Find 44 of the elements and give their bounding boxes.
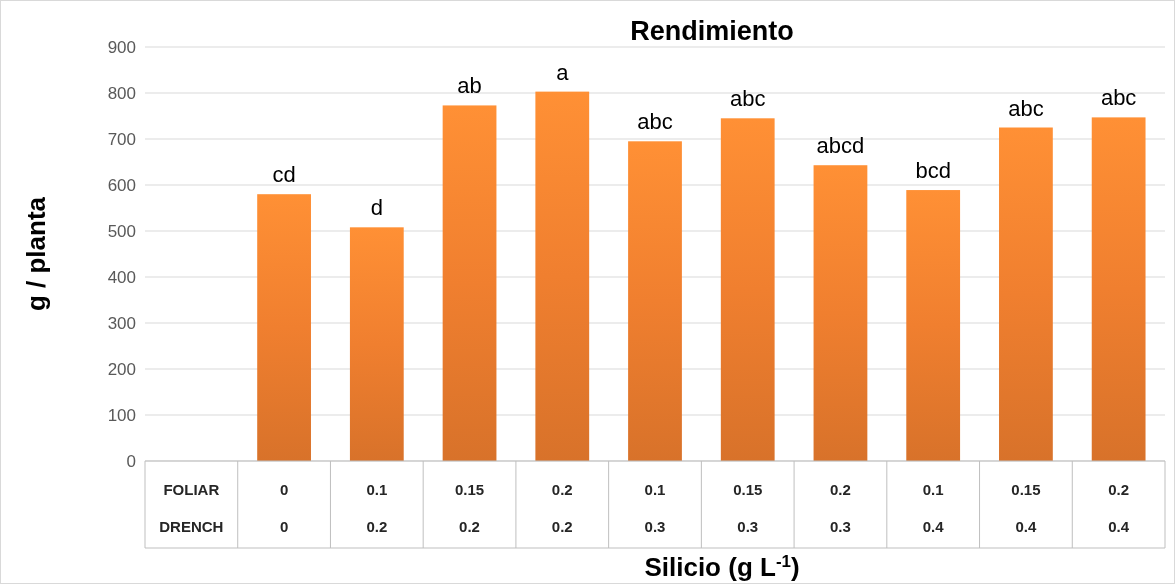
category-label: 0.15 0.2 bbox=[454, 480, 485, 536]
data-label: a bbox=[556, 59, 570, 85]
bar bbox=[442, 105, 497, 461]
bar bbox=[257, 194, 311, 461]
y-tick-label: 300 bbox=[107, 313, 136, 333]
data-label: abc bbox=[1008, 95, 1044, 121]
x-axis-title: Silicio (g L$^{-1}$) bbox=[644, 551, 800, 582]
y-tick-label: 700 bbox=[107, 129, 136, 149]
category-label: 0.2 0.2 bbox=[551, 480, 573, 536]
data-label: cd bbox=[272, 162, 296, 188]
bar bbox=[628, 141, 682, 461]
category-label: 0.1 0.3 bbox=[644, 480, 666, 536]
category-label: 0.1 0.2 bbox=[366, 480, 388, 536]
bar bbox=[720, 118, 775, 461]
data-label: abc bbox=[1100, 85, 1137, 111]
category-label: 0.1 0.4 bbox=[922, 480, 944, 536]
data-label: abcd bbox=[816, 133, 865, 159]
category-label: 0.15 0.3 bbox=[733, 480, 763, 536]
y-tick-label: 800 bbox=[107, 83, 136, 103]
y-tick-label: 200 bbox=[107, 359, 136, 379]
y-tick-label: 900 bbox=[107, 37, 136, 57]
y-tick-label: 0 bbox=[126, 451, 136, 471]
chart-title: Rendimiento bbox=[630, 16, 794, 46]
y-tick-label: 600 bbox=[107, 175, 136, 195]
bar bbox=[999, 127, 1053, 461]
category-label: 0 0 bbox=[279, 480, 289, 536]
category-label: 0.2 0.3 bbox=[830, 480, 851, 536]
category-label: FOLIAR DRENCH bbox=[159, 480, 224, 536]
data-label: abc bbox=[637, 109, 673, 135]
bar bbox=[535, 91, 590, 461]
category-label: 0.2 0.4 bbox=[1108, 480, 1130, 536]
data-label: abc bbox=[729, 86, 766, 112]
category-label: 0.15 0.4 bbox=[1011, 480, 1041, 536]
bar bbox=[813, 165, 868, 461]
bar bbox=[1091, 117, 1146, 461]
y-tick-label: 100 bbox=[107, 405, 136, 425]
data-label: d bbox=[370, 195, 383, 221]
data-label: bcd bbox=[915, 158, 951, 184]
data-label: ab bbox=[457, 73, 482, 99]
y-tick-label: 400 bbox=[107, 267, 136, 287]
bar bbox=[906, 190, 961, 461]
y-tick-label: 500 bbox=[107, 221, 136, 241]
bar bbox=[349, 227, 404, 461]
y-axis-title: g / planta bbox=[21, 196, 51, 312]
